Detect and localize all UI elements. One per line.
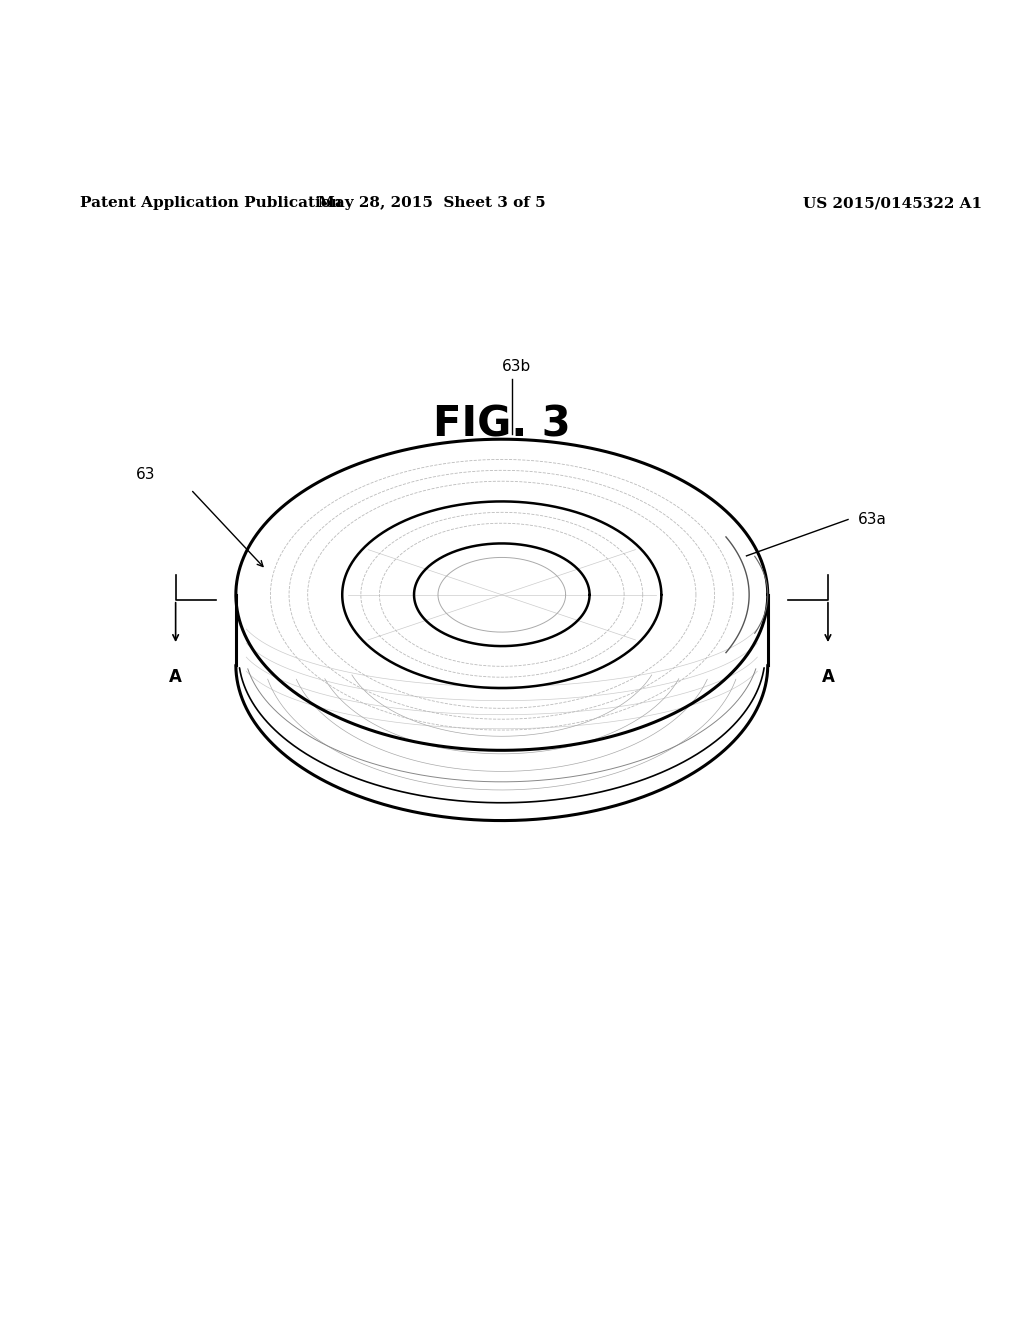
Text: A: A: [169, 668, 182, 686]
Text: 63: 63: [136, 467, 156, 482]
Text: FIG. 3: FIG. 3: [433, 403, 570, 445]
Text: Patent Application Publication: Patent Application Publication: [80, 197, 342, 210]
Text: May 28, 2015  Sheet 3 of 5: May 28, 2015 Sheet 3 of 5: [317, 197, 546, 210]
Text: A: A: [821, 668, 835, 686]
Text: US 2015/0145322 A1: US 2015/0145322 A1: [803, 197, 982, 210]
Text: 63a: 63a: [858, 512, 887, 527]
Text: 63b: 63b: [502, 359, 531, 374]
